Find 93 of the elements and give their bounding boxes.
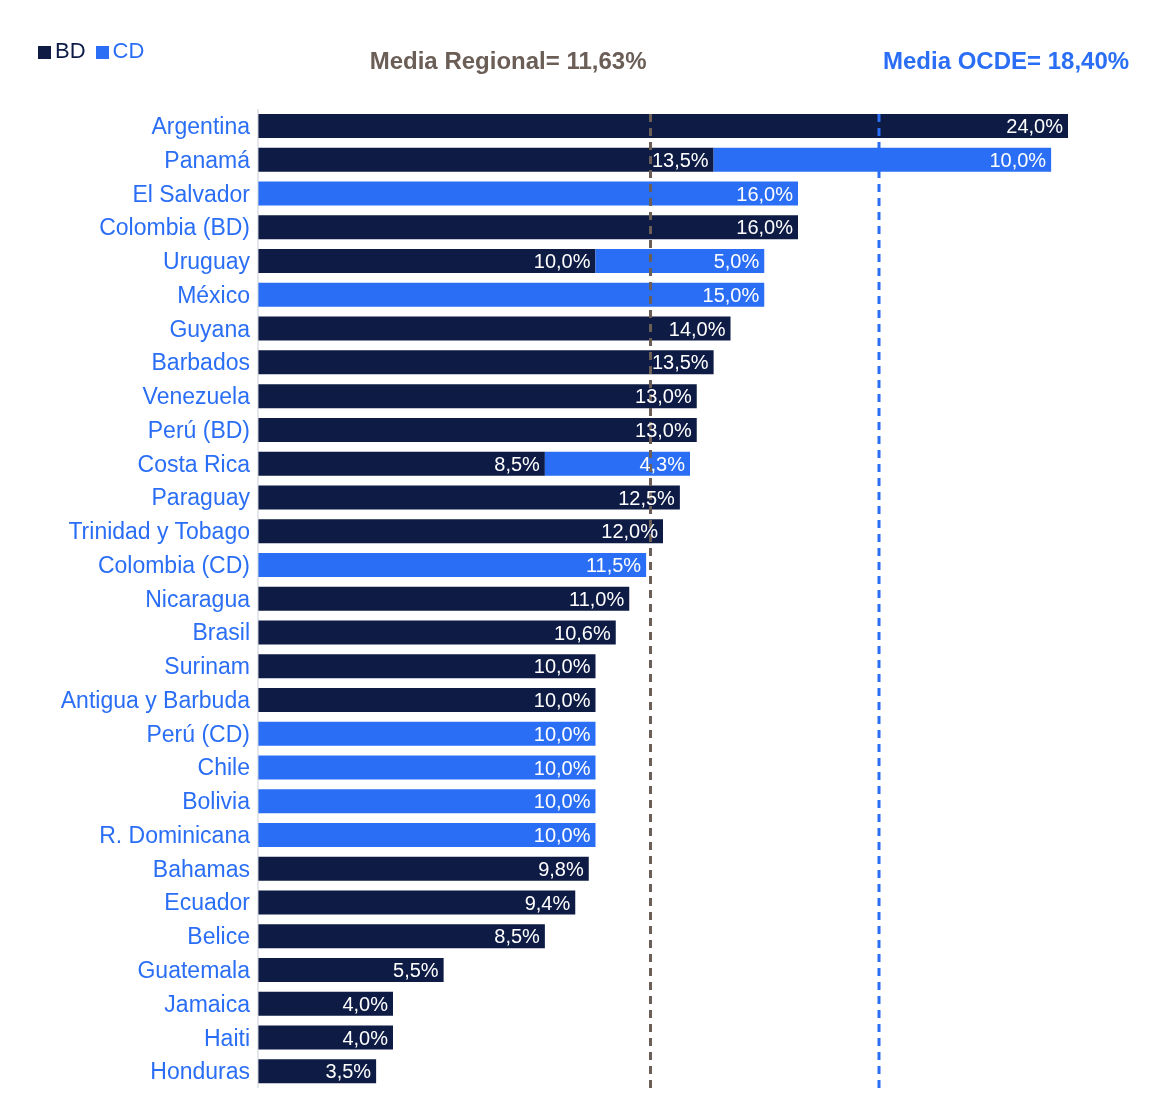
bar — [258, 181, 798, 206]
y-tick-label: Venezuela — [142, 383, 251, 410]
bar — [258, 249, 596, 274]
bar — [258, 958, 444, 983]
bar — [258, 451, 545, 476]
y-tick-label: Honduras — [150, 1058, 250, 1085]
y-tick-label: Perú (CD) — [146, 720, 250, 747]
y-tick-label: Paraguay — [151, 484, 251, 511]
y-tick-label: El Salvador — [132, 180, 251, 207]
y-tick-label: Brasil — [192, 619, 250, 646]
data-label: 10,0% — [533, 824, 591, 847]
bar — [258, 755, 596, 780]
bar — [544, 451, 690, 476]
y-tick-label: Ecuador — [164, 889, 251, 916]
bar — [258, 620, 616, 645]
y-tick-label: Antigua y Barbuda — [60, 686, 251, 713]
data-label: 10,0% — [533, 790, 591, 813]
data-label: 13,0% — [635, 385, 692, 408]
y-tick-label: Nicaragua — [145, 585, 251, 612]
bar — [258, 215, 798, 240]
bar — [258, 114, 1068, 139]
data-label: 3,5% — [325, 1060, 372, 1083]
data-label: 16,0% — [736, 182, 794, 205]
y-tick-label: Argentina — [151, 113, 251, 140]
data-label: 13,5% — [651, 351, 709, 374]
y-tick-label: Trinidad y Tobago — [68, 518, 250, 545]
data-label: 24,0% — [1006, 115, 1064, 138]
data-label: 10,0% — [533, 722, 591, 745]
data-label: 14,0% — [668, 317, 726, 340]
y-tick-label: Surinam — [164, 653, 250, 680]
data-label: 10,0% — [989, 148, 1047, 171]
data-label: 15,0% — [702, 283, 760, 306]
data-label: 5,0% — [713, 250, 760, 273]
bar — [258, 350, 714, 375]
bar — [258, 147, 714, 172]
legend-label: BD — [55, 38, 86, 63]
ref-line-label: Media Regional= 11,63% — [369, 47, 647, 74]
legend-label: CD — [112, 38, 145, 63]
y-tick-label: Colombia (BD) — [99, 214, 250, 241]
y-tick-label: Bahamas — [152, 855, 250, 882]
bar — [258, 586, 630, 611]
y-tick-label: Bolivia — [182, 788, 251, 815]
y-tick-label: Chile — [197, 754, 250, 781]
data-label: 4,0% — [342, 992, 389, 1015]
bar — [258, 654, 596, 679]
data-label: 5,5% — [393, 959, 439, 982]
data-label: 8,5% — [494, 925, 541, 948]
y-tick-label: Haiti — [203, 1024, 250, 1051]
data-label: 4,3% — [639, 452, 686, 475]
data-label: 10,0% — [533, 655, 591, 678]
bar — [258, 384, 697, 409]
bar — [258, 822, 596, 847]
bar — [258, 552, 647, 577]
data-label: 12,5% — [618, 486, 676, 509]
data-label: 11,0% — [569, 587, 625, 610]
y-tick-label: Belice — [187, 923, 250, 950]
y-tick-label: Guyana — [169, 315, 251, 342]
bar — [258, 924, 545, 949]
bar — [258, 485, 680, 510]
y-tick-label: R. Dominicana — [99, 821, 251, 848]
bar — [258, 417, 697, 442]
bar — [258, 316, 731, 341]
bar — [258, 687, 596, 712]
bar — [595, 249, 765, 274]
data-label: 10,0% — [533, 689, 591, 712]
y-tick-label: Colombia (CD) — [97, 551, 250, 578]
ref-line-label: Media OCDE= 18,40% — [883, 47, 1130, 74]
data-label: 9,8% — [538, 857, 584, 880]
y-tick-label: México — [177, 281, 250, 308]
bar — [258, 721, 596, 746]
data-label: 16,0% — [736, 216, 794, 239]
bar — [258, 789, 596, 814]
data-label: 12,0% — [601, 520, 659, 543]
y-tick-label: Costa Rica — [137, 450, 251, 477]
data-label: 10,0% — [533, 250, 591, 273]
y-tick-label: Perú (BD) — [147, 416, 250, 443]
bar — [258, 856, 589, 881]
data-label: 10,6% — [554, 621, 611, 644]
data-label: 9,4% — [524, 891, 571, 914]
data-label: 13,5% — [651, 148, 709, 171]
data-label: 8,5% — [494, 452, 541, 475]
bar — [258, 519, 663, 544]
bar — [258, 282, 765, 307]
y-tick-label: Uruguay — [163, 248, 251, 275]
y-tick-label: Guatemala — [137, 957, 251, 984]
y-tick-label: Panamá — [164, 146, 251, 173]
data-label: 4,0% — [342, 1026, 389, 1049]
y-tick-label: Jamaica — [164, 990, 251, 1017]
data-label: 11,5% — [585, 554, 642, 577]
data-label: 13,0% — [635, 418, 692, 441]
bar — [258, 890, 576, 915]
y-tick-label: Barbados — [151, 349, 250, 376]
data-label: 10,0% — [533, 756, 591, 779]
